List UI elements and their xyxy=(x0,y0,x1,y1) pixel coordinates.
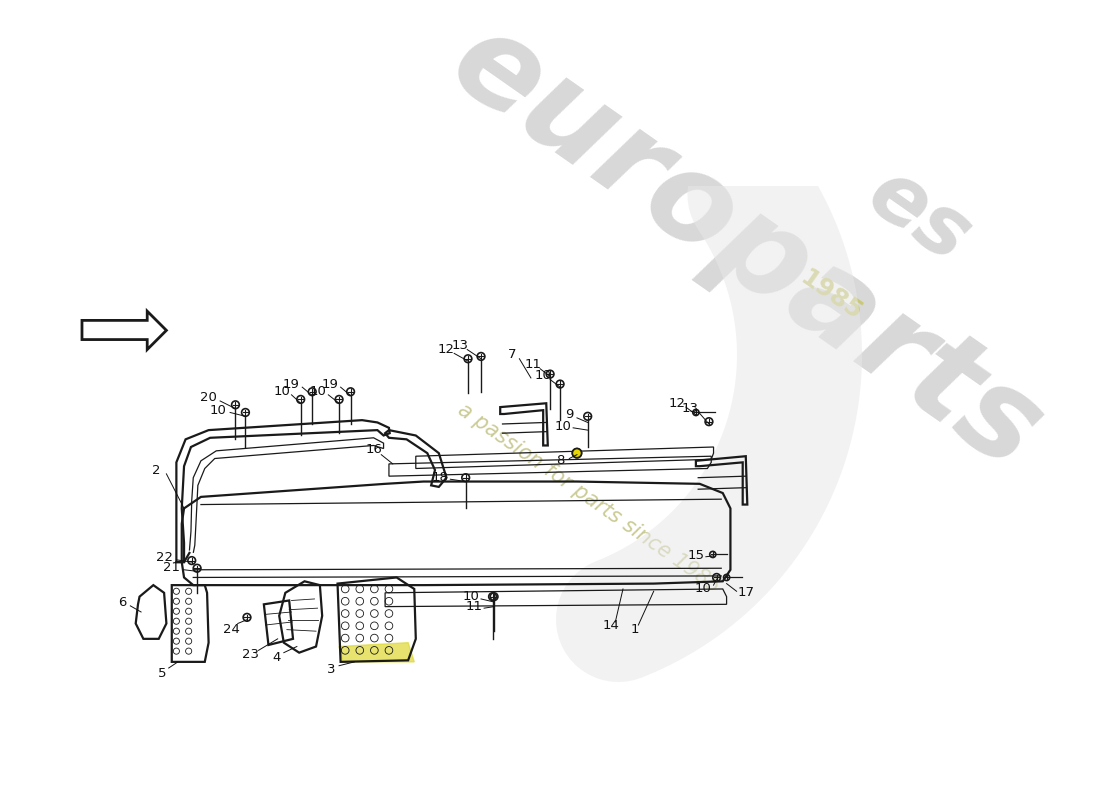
Text: 11: 11 xyxy=(465,600,483,613)
Text: 10: 10 xyxy=(694,582,712,594)
Text: 1: 1 xyxy=(630,623,639,636)
Circle shape xyxy=(572,449,582,458)
Text: europarts: europarts xyxy=(428,0,1064,495)
Text: 11: 11 xyxy=(525,358,541,371)
Text: 10: 10 xyxy=(463,590,480,603)
Text: 7: 7 xyxy=(508,349,517,362)
Text: 14: 14 xyxy=(603,618,620,631)
Text: 22: 22 xyxy=(156,551,174,564)
Text: 8: 8 xyxy=(556,454,564,467)
Text: 4: 4 xyxy=(272,650,280,664)
Text: 20: 20 xyxy=(200,390,217,404)
Text: es: es xyxy=(854,153,987,280)
Text: 17: 17 xyxy=(737,586,755,599)
Polygon shape xyxy=(339,642,415,662)
Text: 3: 3 xyxy=(327,663,336,676)
Text: 18: 18 xyxy=(432,471,449,484)
Text: 12: 12 xyxy=(668,397,685,410)
Text: 13: 13 xyxy=(681,402,698,415)
Text: 19: 19 xyxy=(321,378,339,390)
Text: 24: 24 xyxy=(223,623,240,636)
Text: 10: 10 xyxy=(310,386,327,398)
Text: 12: 12 xyxy=(438,343,455,356)
Text: 13: 13 xyxy=(452,339,469,352)
Text: 6: 6 xyxy=(119,595,126,609)
Text: 10: 10 xyxy=(535,369,551,382)
Text: 9: 9 xyxy=(565,408,573,422)
Text: 2: 2 xyxy=(152,463,161,477)
Text: 10: 10 xyxy=(209,404,227,417)
Text: 15: 15 xyxy=(688,550,704,562)
Text: 21: 21 xyxy=(163,561,180,574)
Text: 10: 10 xyxy=(273,386,290,398)
Text: 19: 19 xyxy=(283,378,300,390)
Text: 5: 5 xyxy=(158,667,167,680)
Text: a passion for parts since 1985: a passion for parts since 1985 xyxy=(454,400,724,597)
Text: 16: 16 xyxy=(365,443,382,456)
Text: 1985: 1985 xyxy=(795,266,867,326)
Text: 10: 10 xyxy=(554,420,572,433)
Text: 23: 23 xyxy=(242,648,260,661)
